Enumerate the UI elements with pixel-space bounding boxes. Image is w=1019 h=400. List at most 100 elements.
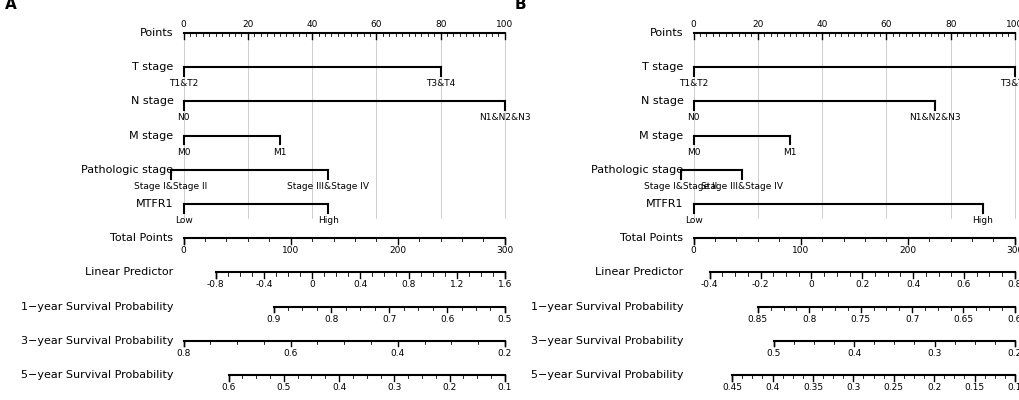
Text: 0.25: 0.25 — [882, 383, 903, 392]
Text: 100: 100 — [282, 246, 299, 255]
Text: 0.8: 0.8 — [400, 280, 416, 289]
Text: 200: 200 — [389, 246, 406, 255]
Text: 0: 0 — [690, 20, 696, 29]
Text: 100: 100 — [496, 20, 513, 29]
Text: Total Points: Total Points — [110, 233, 173, 243]
Text: 0.3: 0.3 — [926, 349, 941, 358]
Text: 0.6: 0.6 — [956, 280, 970, 289]
Text: T3&T4: T3&T4 — [426, 79, 454, 88]
Text: 0.2: 0.2 — [442, 383, 457, 392]
Text: Points: Points — [140, 28, 173, 38]
Text: 0.6: 0.6 — [439, 314, 453, 324]
Text: 0.3: 0.3 — [387, 383, 401, 392]
Text: Linear Predictor: Linear Predictor — [85, 267, 173, 277]
Text: 20: 20 — [751, 20, 763, 29]
Text: 0.15: 0.15 — [964, 383, 983, 392]
Text: 0.4: 0.4 — [764, 383, 779, 392]
Text: MTFR1: MTFR1 — [645, 199, 683, 209]
Text: 60: 60 — [370, 20, 382, 29]
Text: 1.2: 1.2 — [449, 280, 464, 289]
Text: 1−year Survival Probability: 1−year Survival Probability — [20, 302, 173, 312]
Text: 80: 80 — [944, 20, 956, 29]
Text: 0.1: 0.1 — [1007, 383, 1019, 392]
Text: N1&N2&N3: N1&N2&N3 — [908, 114, 960, 122]
Text: 3−year Survival Probability: 3−year Survival Probability — [530, 336, 683, 346]
Text: T stage: T stage — [642, 62, 683, 72]
Text: Total Points: Total Points — [620, 233, 683, 243]
Text: 0.8: 0.8 — [801, 314, 815, 324]
Text: 0.7: 0.7 — [904, 314, 918, 324]
Text: 40: 40 — [306, 20, 318, 29]
Text: High: High — [971, 216, 993, 225]
Text: 0.5: 0.5 — [276, 383, 290, 392]
Text: 0.3: 0.3 — [846, 383, 860, 392]
Text: 3−year Survival Probability: 3−year Survival Probability — [20, 336, 173, 346]
Text: Stage I&Stage II: Stage I&Stage II — [133, 182, 207, 191]
Text: 0.65: 0.65 — [953, 314, 972, 324]
Text: 0.4: 0.4 — [847, 349, 860, 358]
Text: M1: M1 — [783, 148, 796, 157]
Text: 80: 80 — [434, 20, 446, 29]
Text: 0: 0 — [690, 246, 696, 255]
Text: M stage: M stage — [129, 131, 173, 141]
Text: 0.75: 0.75 — [850, 314, 870, 324]
Text: 5−year Survival Probability: 5−year Survival Probability — [20, 370, 173, 380]
Text: 0.4: 0.4 — [905, 280, 919, 289]
Text: -0.8: -0.8 — [207, 280, 224, 289]
Text: M1: M1 — [273, 148, 286, 157]
Text: T stage: T stage — [132, 62, 173, 72]
Text: 0.1: 0.1 — [497, 383, 512, 392]
Text: 0.2: 0.2 — [926, 383, 941, 392]
Text: M stage: M stage — [639, 131, 683, 141]
Text: T3&T4: T3&T4 — [1000, 79, 1019, 88]
Text: Points: Points — [649, 28, 683, 38]
Text: 0: 0 — [808, 280, 813, 289]
Text: 0.35: 0.35 — [802, 383, 822, 392]
Text: 0: 0 — [180, 246, 186, 255]
Text: Pathologic stage: Pathologic stage — [591, 165, 683, 175]
Text: Low: Low — [684, 216, 702, 225]
Text: 0.5: 0.5 — [497, 314, 512, 324]
Text: -0.4: -0.4 — [255, 280, 272, 289]
Text: N stage: N stage — [640, 96, 683, 106]
Text: 0.2: 0.2 — [854, 280, 868, 289]
Text: -0.4: -0.4 — [700, 280, 717, 289]
Text: 0.9: 0.9 — [266, 314, 280, 324]
Text: 0.45: 0.45 — [721, 383, 742, 392]
Text: 300: 300 — [1006, 246, 1019, 255]
Text: B: B — [515, 0, 526, 12]
Text: Stage III&Stage IV: Stage III&Stage IV — [287, 182, 369, 191]
Text: M0: M0 — [176, 148, 191, 157]
Text: 1−year Survival Probability: 1−year Survival Probability — [530, 302, 683, 312]
Text: 0.5: 0.5 — [766, 349, 781, 358]
Text: 0.8: 0.8 — [176, 349, 191, 358]
Text: 100: 100 — [1006, 20, 1019, 29]
Text: 0.6: 0.6 — [221, 383, 235, 392]
Text: 300: 300 — [496, 246, 513, 255]
Text: 0.8: 0.8 — [1007, 280, 1019, 289]
Text: High: High — [318, 216, 338, 225]
Text: A: A — [5, 0, 17, 12]
Text: N1&N2&N3: N1&N2&N3 — [479, 114, 530, 122]
Text: Stage III&Stage IV: Stage III&Stage IV — [700, 182, 782, 191]
Text: -0.2: -0.2 — [751, 280, 768, 289]
Text: M0: M0 — [686, 148, 700, 157]
Text: 0.6: 0.6 — [283, 349, 298, 358]
Text: 0.4: 0.4 — [390, 349, 405, 358]
Text: T1&T2: T1&T2 — [169, 79, 198, 88]
Text: 0.2: 0.2 — [1007, 349, 1019, 358]
Text: 0: 0 — [180, 20, 186, 29]
Text: 0.4: 0.4 — [353, 280, 367, 289]
Text: 200: 200 — [899, 246, 915, 255]
Text: 100: 100 — [792, 246, 808, 255]
Text: Pathologic stage: Pathologic stage — [82, 165, 173, 175]
Text: Linear Predictor: Linear Predictor — [594, 267, 683, 277]
Text: 0.4: 0.4 — [331, 383, 345, 392]
Text: 0.85: 0.85 — [747, 314, 767, 324]
Text: 0: 0 — [309, 280, 315, 289]
Text: 20: 20 — [242, 20, 254, 29]
Text: N0: N0 — [177, 114, 190, 122]
Text: 0.8: 0.8 — [324, 314, 338, 324]
Text: 40: 40 — [815, 20, 827, 29]
Text: 5−year Survival Probability: 5−year Survival Probability — [530, 370, 683, 380]
